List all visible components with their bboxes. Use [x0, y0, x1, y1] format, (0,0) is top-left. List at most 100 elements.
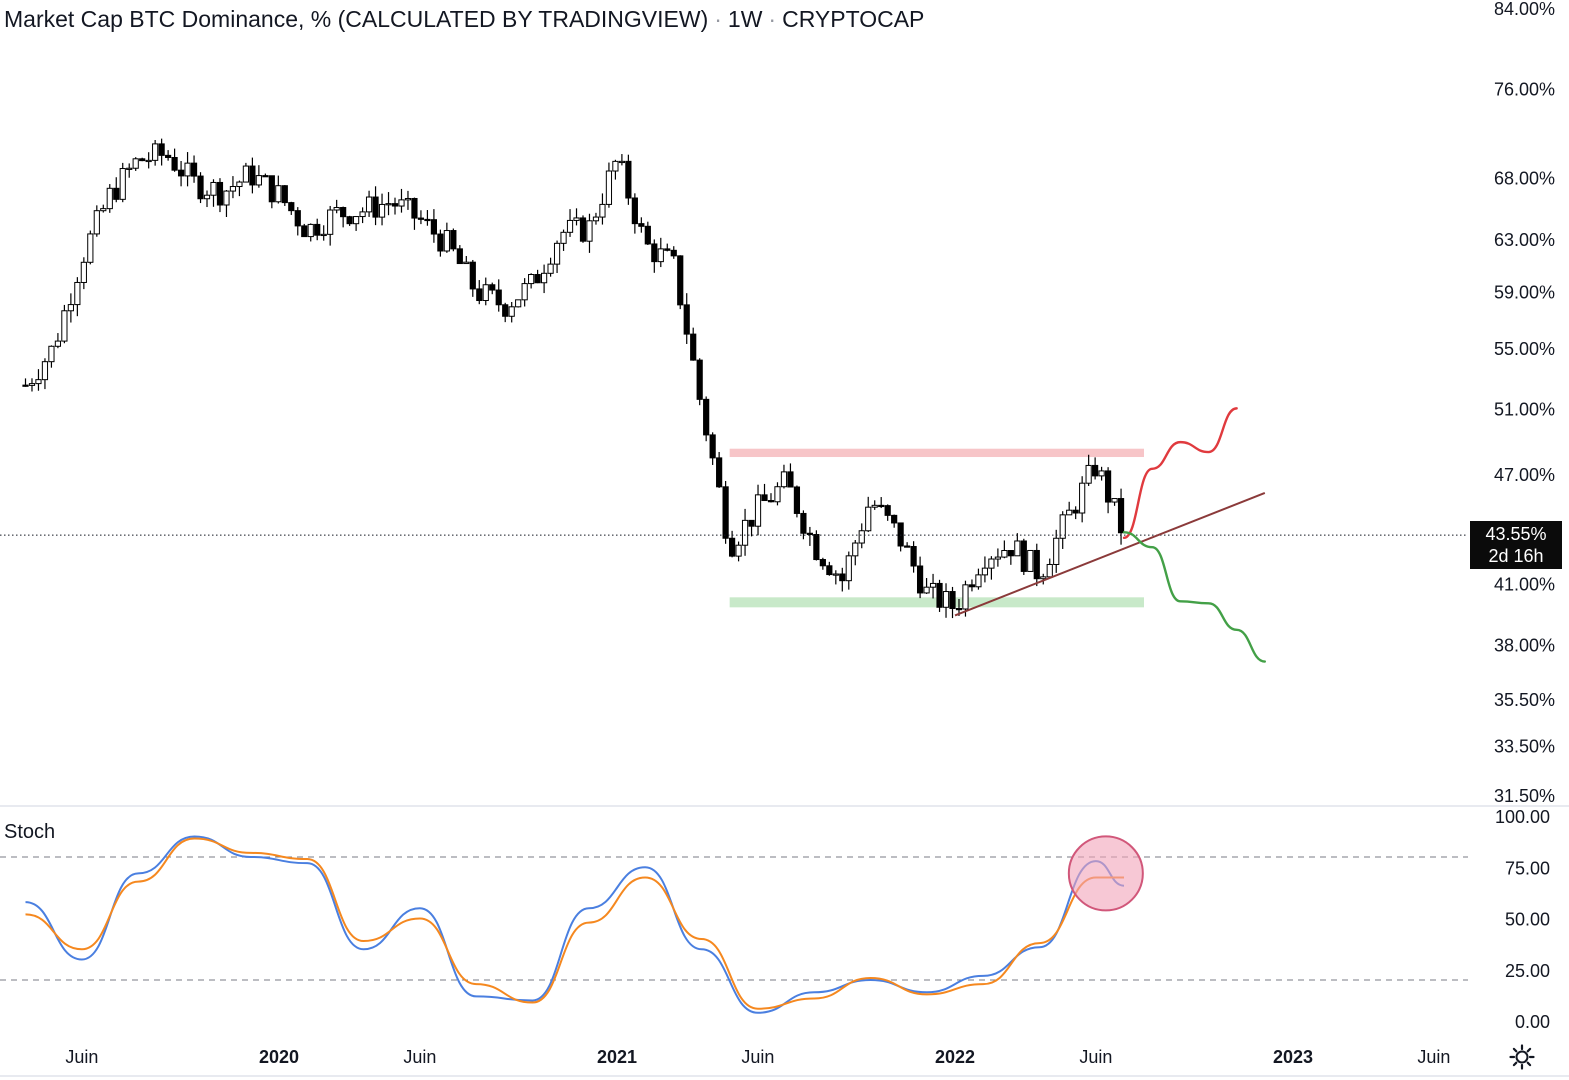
- candle: [793, 485, 801, 518]
- candle: [489, 282, 496, 295]
- time-axis-tick: 2020: [259, 1047, 299, 1067]
- candle: [800, 510, 807, 540]
- price-axis-tick: 68.00%: [1494, 169, 1555, 189]
- candle: [190, 155, 198, 183]
- candle: [1059, 511, 1066, 549]
- candle: [696, 358, 703, 406]
- price-axis-tick: 41.00%: [1494, 575, 1555, 595]
- candle: [41, 358, 49, 390]
- price-axis-tick: 51.00%: [1494, 399, 1555, 419]
- candle: [547, 257, 554, 277]
- candle: [865, 496, 872, 533]
- highlight-circle[interactable]: [1067, 835, 1144, 912]
- candle: [28, 378, 36, 392]
- bearish-projection[interactable]: [1122, 531, 1267, 663]
- interval-label[interactable]: 1W: [727, 6, 763, 32]
- candle: [774, 482, 781, 506]
- candle: [139, 157, 146, 162]
- bullish-projection[interactable]: [1122, 407, 1238, 540]
- candle: [573, 208, 580, 226]
- candle: [1020, 538, 1027, 575]
- candle: [657, 237, 664, 268]
- candle: [22, 378, 29, 387]
- candle: [113, 177, 120, 203]
- trendline[interactable]: [954, 491, 1266, 617]
- candle: [262, 173, 269, 178]
- candle: [625, 154, 632, 205]
- candle: [1066, 501, 1073, 516]
- candle: [430, 209, 438, 243]
- candle: [268, 175, 275, 209]
- stoch-axis-tick: 25.00: [1505, 961, 1550, 981]
- candle: [741, 508, 749, 556]
- candle: [456, 245, 463, 265]
- candle: [158, 138, 165, 166]
- candle: [184, 152, 191, 187]
- candle: [353, 216, 360, 231]
- candle: [48, 345, 55, 368]
- candle: [1046, 558, 1053, 578]
- candle: [916, 556, 924, 599]
- candle: [203, 190, 211, 208]
- candle: [994, 548, 1001, 567]
- candle: [618, 154, 625, 166]
- candle: [398, 188, 405, 213]
- candle: [229, 176, 237, 199]
- candle: [677, 255, 684, 310]
- candle: [891, 514, 898, 528]
- candle: [482, 277, 489, 306]
- candle: [450, 228, 457, 252]
- candle: [437, 229, 444, 257]
- candle: [878, 497, 885, 509]
- candle: [787, 463, 794, 488]
- stoch-indicator-label[interactable]: Stoch: [4, 821, 56, 843]
- candle: [534, 269, 541, 284]
- candle: [638, 217, 645, 233]
- candle: [754, 484, 762, 536]
- drawings-layer: [0, 407, 1468, 663]
- candle: [463, 256, 470, 265]
- candle: [1104, 467, 1112, 514]
- candle: [126, 163, 133, 178]
- candle: [281, 185, 288, 206]
- candle: [223, 189, 230, 218]
- candle: [255, 165, 262, 188]
- candle: [333, 199, 340, 214]
- stoch-axis-tick: 100.00: [1495, 807, 1550, 827]
- candle: [884, 504, 891, 521]
- resistance-zone[interactable]: [729, 448, 1144, 458]
- candle: [476, 280, 483, 305]
- candle: [910, 541, 917, 573]
- candle: [942, 583, 950, 618]
- candle: [780, 464, 788, 489]
- candle: [541, 264, 548, 294]
- title-separator: ·: [714, 6, 722, 32]
- candle: [177, 160, 185, 187]
- candle: [975, 568, 982, 590]
- candle: [858, 523, 865, 549]
- price-axis-tick: 84.00%: [1494, 0, 1555, 19]
- candle: [767, 493, 775, 503]
- candle: [443, 222, 450, 253]
- candle: [644, 221, 651, 246]
- candle: [904, 542, 911, 548]
- candle: [897, 522, 904, 552]
- candle: [242, 162, 250, 183]
- settings-button[interactable]: [1508, 1043, 1536, 1071]
- candle: [709, 432, 716, 465]
- candle: [314, 218, 321, 241]
- candle: [35, 369, 42, 391]
- price-axis-tick: 76.00%: [1494, 79, 1555, 99]
- candle: [923, 578, 930, 594]
- candle: [839, 567, 846, 592]
- last-price-badge: 43.55% 2d 16h: [1470, 521, 1562, 569]
- candle: [690, 327, 697, 361]
- candle: [424, 210, 431, 226]
- candle: [936, 579, 943, 612]
- candle: [1072, 506, 1079, 520]
- candle: [735, 541, 742, 562]
- price-axis-tick: 38.00%: [1494, 635, 1555, 655]
- candle: [703, 396, 710, 442]
